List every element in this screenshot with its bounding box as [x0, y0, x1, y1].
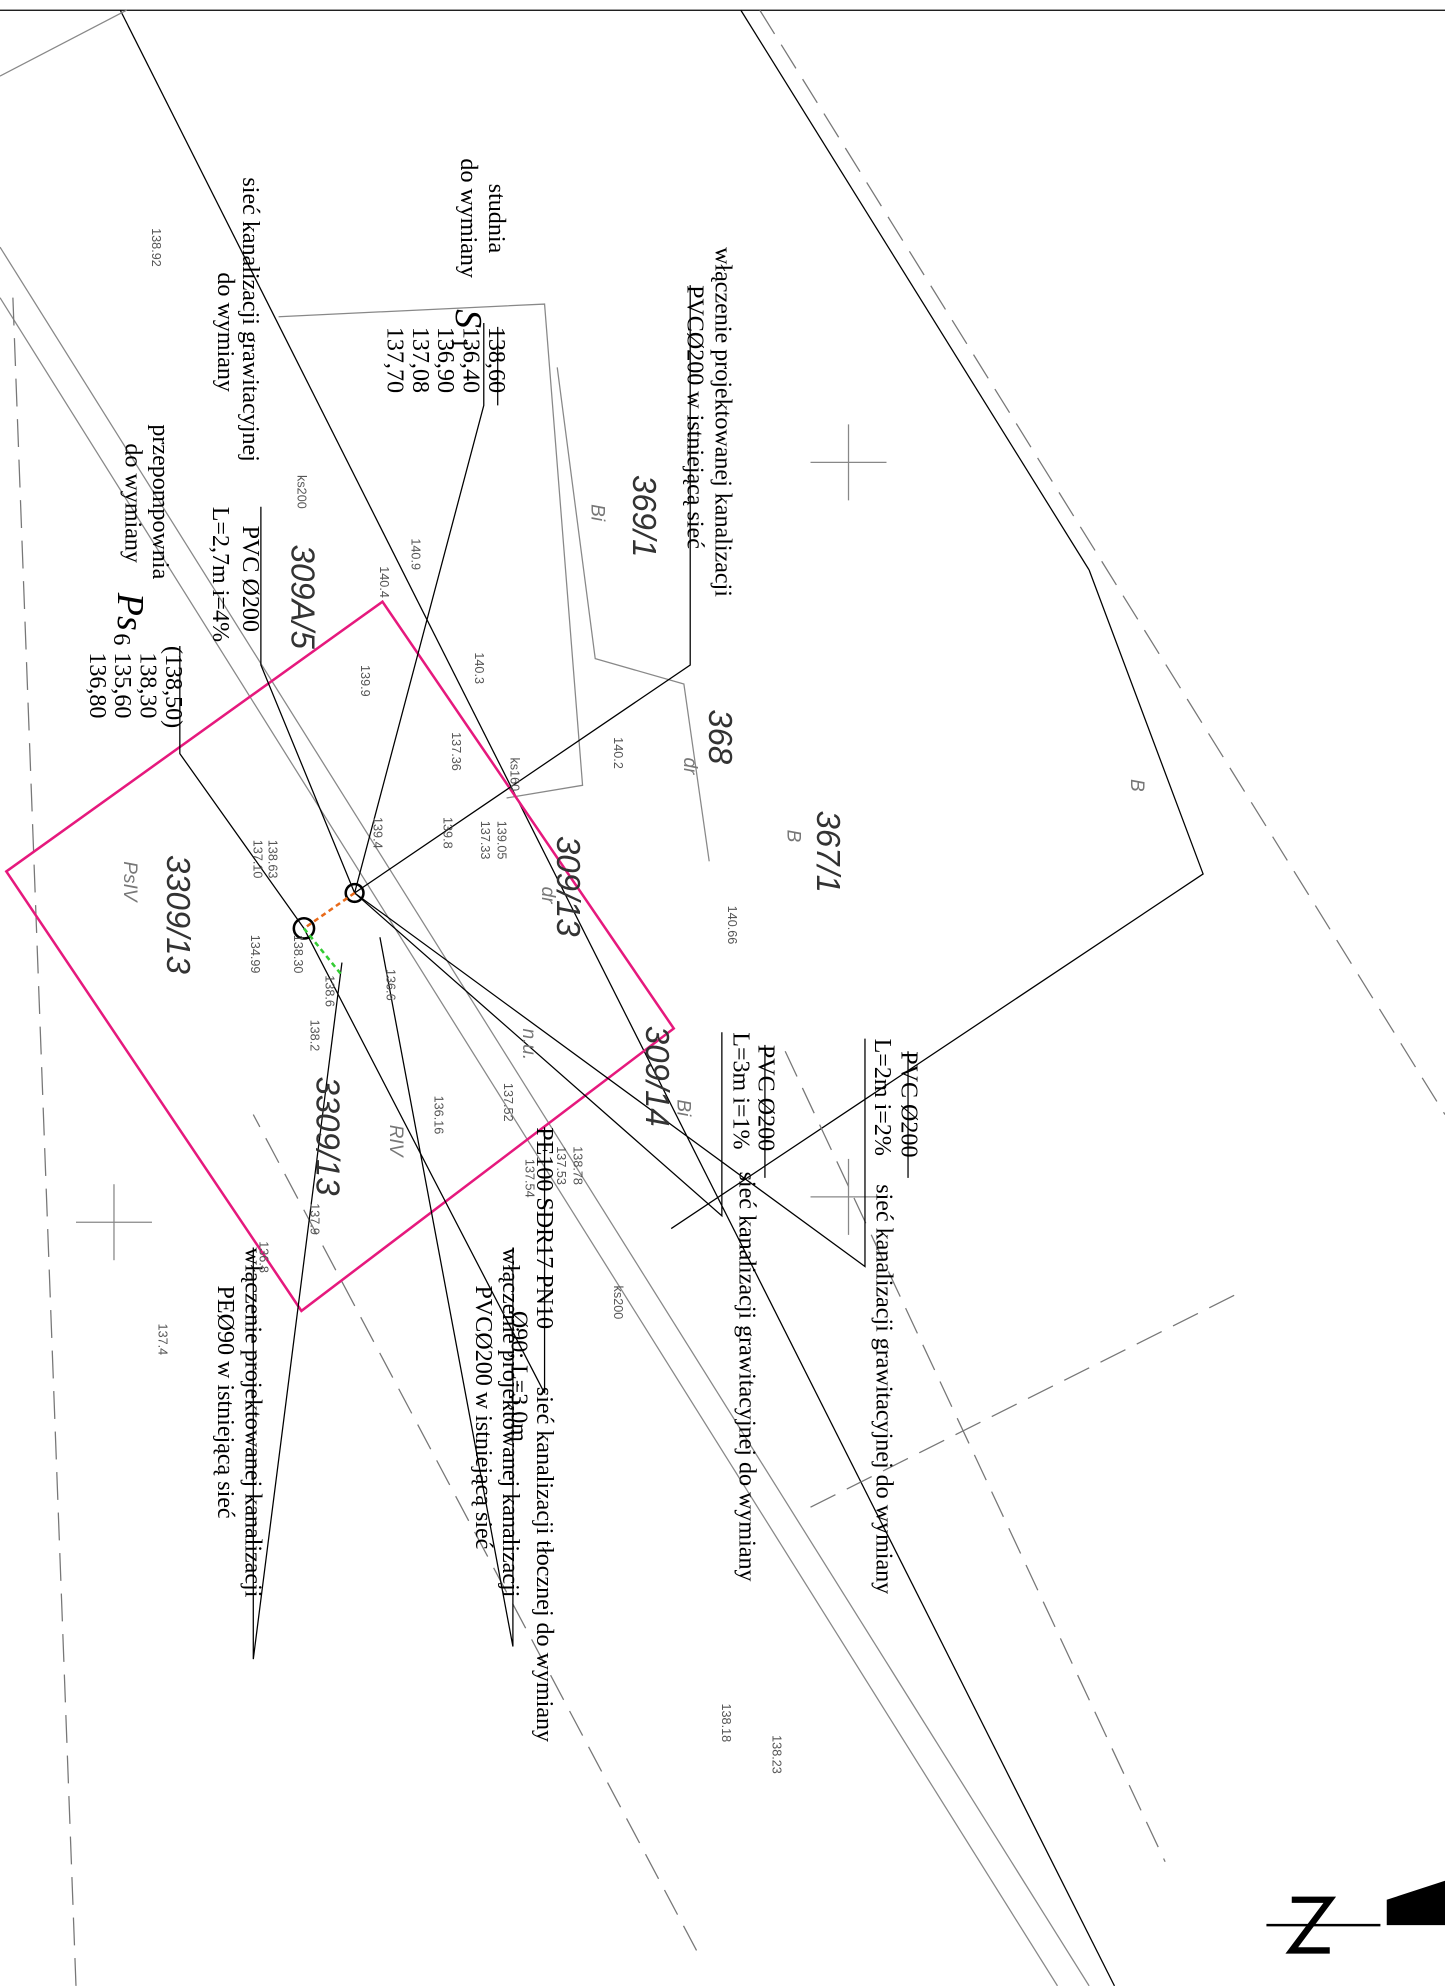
annotation-text: PVC Ø200	[753, 1045, 779, 1151]
elevation: 137.4	[155, 1324, 169, 1356]
pump-symbol: Ps	[109, 592, 151, 631]
annotation-text: 137,08	[407, 327, 433, 393]
land-class: PsIV	[119, 861, 140, 903]
annotation-text: 138,30	[135, 652, 161, 718]
well-symbol: S	[447, 309, 489, 328]
land-class: RIV	[385, 1125, 406, 1159]
elevation: 138.23	[770, 1735, 784, 1774]
elevation: 138.63	[265, 840, 279, 879]
annotation-text: 136,80	[84, 652, 110, 718]
elevation: 136.6	[383, 969, 397, 1001]
annotation-text: PVCØ200 w istniejącą sieć	[470, 1286, 496, 1550]
elevation: 138.92	[149, 228, 163, 267]
annotation-text: przepompownia	[147, 424, 173, 579]
land-class: dr	[679, 757, 700, 775]
land-class: n.u.	[518, 1028, 539, 1060]
parcel-number: 309A/5	[284, 545, 321, 650]
annotation-text: L=2,7m i=4%	[207, 507, 233, 642]
elevation: 138.78	[571, 1146, 585, 1185]
annotation-text: sieć kanalizacji grawitacyjnej do wymian…	[734, 1172, 760, 1582]
elevation: 140.4	[377, 566, 391, 598]
annotation-text: 138,60	[483, 327, 509, 393]
elevation: 137.53	[554, 1146, 568, 1185]
elevation: 139.05	[495, 821, 509, 860]
elevation: 139.4	[371, 817, 385, 849]
annotation-text: do wymiany	[455, 158, 481, 278]
annotation-text: sieć kanalizacji grawitacyjnej	[237, 177, 263, 461]
utility-code: ks200	[295, 475, 309, 509]
annotation-text: włączenie projektowanej kanalizacji	[240, 1248, 266, 1598]
land-class: dr	[537, 887, 558, 905]
annotation-text: L=2m i=2%	[869, 1039, 895, 1156]
elevation: 136.8	[257, 1241, 271, 1273]
elevation: 138.30	[291, 935, 305, 974]
elevation: 138.6	[322, 975, 336, 1007]
elevation: 140.2	[611, 737, 625, 769]
elevation: 137.52	[501, 1083, 515, 1122]
annotation-text: PVC Ø200	[237, 526, 263, 632]
annotation-text: 137,70	[382, 327, 408, 393]
annotation-text: 135,60	[109, 652, 135, 718]
elevation: 137.33	[478, 821, 492, 860]
elevation: 140.9	[409, 538, 423, 570]
utility-code: ks200	[611, 1286, 625, 1320]
pump-number: 6	[108, 633, 134, 645]
well-number: 1	[446, 337, 472, 349]
annotation-text: PVCØ200 w istniejącą sieć	[682, 285, 708, 549]
elevation: 139.9	[358, 665, 372, 697]
annotation-text: do wymiany	[119, 443, 145, 563]
annotation-text: studnia	[483, 184, 509, 254]
annotation-text: włączenie projektowanej kanalizacji	[710, 247, 736, 597]
annotation-text: sieć kanalizacji grawitacyjnej do wymian…	[870, 1184, 896, 1594]
annotation-text: sieć kanalizacji tłocznej do wymiany	[531, 1387, 557, 1742]
elevation: 138.18	[719, 1703, 733, 1742]
annotation-text: Ø90; L=3,0m	[506, 1311, 532, 1442]
site-plan: włączenie projektowanej kanalizacjiPVCØ2…	[0, 0, 1445, 1986]
page: {"connection_top": ["włączenie projektow…	[0, 0, 1445, 1986]
parcel-number: 368	[702, 709, 739, 765]
north-arrow	[1266, 1881, 1445, 1951]
elevation: 137.9	[307, 1203, 321, 1235]
elevation: 139.8	[440, 817, 454, 849]
utility-code: ks160	[507, 757, 521, 791]
elevation: 140.66	[725, 906, 739, 945]
annotation-text: L=3m i=1%	[727, 1032, 753, 1149]
elevation: 138.2	[307, 1020, 321, 1052]
elevation: 137.54	[523, 1159, 537, 1198]
annotation-text: PEØ90 w istniejącą sieć	[212, 1286, 238, 1519]
parcel-number: 369/1	[626, 475, 663, 557]
parcel-number: 309/14	[639, 1026, 676, 1127]
elevation: 134.99	[248, 935, 262, 974]
annotation-text: (138,50)	[160, 646, 186, 728]
land-class: Bi	[673, 1099, 694, 1117]
parcel-number: 3309/13	[160, 855, 197, 975]
elevation: 140.3	[472, 652, 486, 684]
annotation-text: do wymiany	[212, 272, 238, 392]
annotation-text: PVC Ø200	[896, 1051, 922, 1157]
elevation: 137.10	[250, 840, 264, 879]
parcel-number: 367/1	[810, 811, 847, 893]
land-class: Bi	[586, 504, 607, 522]
land-class: B	[1126, 779, 1147, 792]
land-class: B	[783, 830, 804, 843]
annotation-text: PE100 SDR17 PN10	[531, 1127, 557, 1329]
parcel-number: 3309/13	[310, 1077, 347, 1197]
elevation: 136.16	[431, 1096, 445, 1135]
elevation: 137.36	[449, 732, 463, 771]
